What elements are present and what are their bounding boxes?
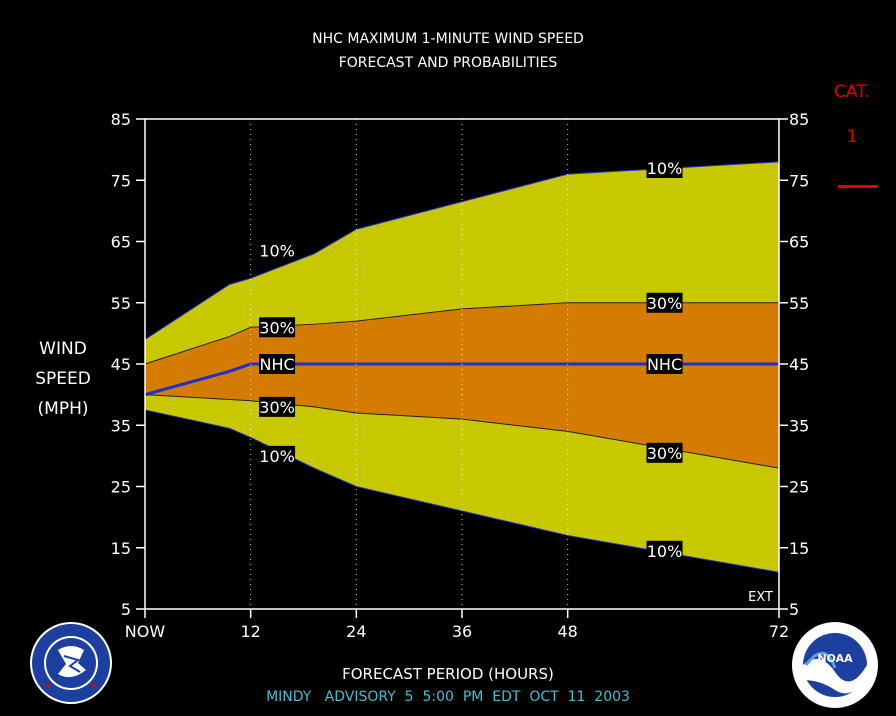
- annotation-box: [646, 292, 683, 313]
- advisory-line: MINDY ADVISORY 5 5:00 PM EDT OCT 11 2003: [266, 689, 630, 705]
- y-tick-label-right: 65: [789, 233, 809, 252]
- y-tick-label-right: 15: [789, 539, 809, 558]
- x-tick-label: NOW: [125, 622, 166, 641]
- ext-label: EXT: [748, 590, 773, 605]
- y-axis-label-line2: SPEED: [35, 369, 91, 389]
- x-tick-label: 48: [557, 622, 577, 641]
- annotation-label: 10%: [259, 447, 295, 466]
- category-value: 1: [846, 127, 858, 147]
- annotation-label: 30%: [647, 294, 683, 313]
- series-line-lower_inner: [144, 394, 780, 469]
- band-30-percent: [145, 302, 779, 469]
- noaa-logo-text: NOAA: [817, 652, 853, 665]
- category-marker: [838, 185, 878, 188]
- annotation-box: [646, 158, 683, 178]
- x-tick-label: 72: [769, 622, 789, 641]
- annotation-label: 30%: [259, 398, 295, 417]
- category-label: CAT.: [834, 82, 870, 102]
- x-tick-label: 24: [346, 622, 366, 641]
- annotation-box: [259, 240, 296, 261]
- series-line-upper_outer: [144, 161, 780, 340]
- nws-logo: [30, 622, 112, 704]
- chart-subtitle: FORECAST AND PROBABILITIES: [338, 55, 558, 71]
- y-tick-label-left: 85: [111, 110, 131, 129]
- annotation-box: [259, 354, 296, 374]
- annotation-label: 10%: [259, 242, 295, 261]
- y-tick-label-left: 35: [111, 416, 131, 435]
- annotation-box: [646, 540, 683, 561]
- annotation-label: 10%: [647, 542, 683, 561]
- y-tick-label-right: 45: [789, 355, 809, 374]
- annotation-label: 30%: [647, 444, 683, 463]
- y-tick-label-right: 85: [789, 110, 809, 129]
- annotation-label: 30%: [259, 318, 295, 337]
- y-tick-label-right: 75: [789, 171, 809, 190]
- series-line-upper_inner: [144, 302, 779, 365]
- y-axis-label-line1: WIND: [39, 339, 87, 359]
- annotation-label: 10%: [647, 159, 683, 178]
- x-tick-label: 12: [240, 622, 260, 641]
- annotation-box: [646, 354, 683, 374]
- x-axis-label: FORECAST PERIOD (HOURS): [342, 665, 554, 683]
- annotation-box: [259, 445, 296, 466]
- y-tick-label-left: 15: [111, 539, 131, 558]
- annotation-label: NHC: [647, 355, 682, 374]
- series-line-lower_outer: [144, 409, 780, 573]
- y-tick-label-left: 55: [111, 294, 131, 313]
- series-line-forecast: [144, 362, 779, 397]
- y-tick-label-right: 5: [789, 600, 799, 619]
- annotation-box: [259, 396, 296, 417]
- annotation-label: NHC: [259, 355, 294, 374]
- annotation-box: [646, 442, 683, 463]
- y-tick-label-left: 45: [111, 355, 131, 374]
- y-tick-label-left: 75: [111, 171, 131, 190]
- y-tick-label-right: 25: [789, 478, 809, 497]
- annotation-box: [259, 317, 296, 338]
- y-tick-label-right: 35: [789, 416, 809, 435]
- y-tick-label-left: 25: [111, 478, 131, 497]
- y-tick-label-right: 55: [789, 294, 809, 313]
- y-tick-label-left: 65: [111, 233, 131, 252]
- y-tick-label-left: 5: [121, 600, 131, 619]
- noaa-logo: NOAA: [792, 622, 878, 708]
- chart-title: NHC MAXIMUM 1-MINUTE WIND SPEED: [312, 31, 584, 47]
- y-axis-label-line3: (MPH): [37, 399, 89, 419]
- x-tick-label: 36: [452, 622, 472, 641]
